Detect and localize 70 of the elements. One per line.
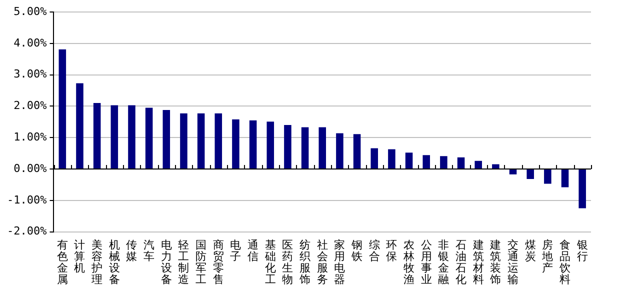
x-tick-label: 传媒: [126, 238, 138, 263]
bar: [370, 148, 378, 168]
x-tick-label: 基础化工: [264, 238, 276, 286]
bar: [422, 155, 430, 168]
bar: [509, 170, 517, 174]
x-tick-label: 轻工制造: [178, 238, 190, 286]
x-tick-label: 农林牧渔: [402, 238, 415, 286]
bar: [561, 170, 569, 188]
bar: [492, 164, 500, 168]
x-tick-label: 机械设备: [108, 238, 120, 286]
x-tick-label: 国防军工: [196, 238, 207, 286]
x-tick-label: 房地产: [541, 238, 554, 275]
x-tick-label: 石油石化: [456, 238, 467, 286]
x-tick-label: 非银金融: [437, 238, 450, 286]
x-tick-label: 银行: [576, 238, 588, 263]
bar: [214, 113, 222, 168]
bar: [110, 105, 118, 168]
x-tick-label: 计算机: [74, 238, 86, 275]
x-tick-label: 钢铁: [350, 238, 363, 263]
bar: [301, 127, 309, 168]
x-tick-label: 纺织服饰: [298, 238, 311, 286]
x-tick-label: 环保: [386, 238, 398, 263]
bar: [318, 127, 326, 168]
x-tick-label: 建筑装饰: [489, 238, 502, 286]
bar: [128, 105, 136, 168]
x-tick-label: 公用事业: [420, 238, 432, 286]
x-tick-label: 医药生物: [282, 238, 294, 286]
x-tick-label: 汽车: [144, 238, 155, 263]
bar: [388, 149, 396, 168]
bar: [93, 103, 101, 168]
bar: [145, 108, 153, 168]
x-tick-label: 煤炭: [524, 238, 536, 263]
bar: [526, 170, 534, 180]
x-tick-label: 综合: [368, 238, 380, 263]
bar: [353, 134, 361, 168]
bar: [405, 152, 413, 168]
x-tick-label: 美容护理: [90, 238, 103, 286]
y-tick-label: 0.00%: [14, 162, 48, 175]
x-tick-label: 有色金属: [56, 238, 68, 286]
x-tick-label: 食品饮料: [558, 238, 571, 286]
bar: [578, 170, 586, 208]
y-tick-label: -2.00%: [6, 224, 48, 238]
x-tick-label: 交通运输: [508, 238, 519, 286]
x-tick-label: 电子: [230, 238, 242, 263]
x-tick-label: 家用电器: [334, 238, 346, 286]
bar: [162, 110, 170, 168]
x-tick-label: 社会服务: [316, 238, 328, 286]
bar: [249, 120, 257, 168]
y-tick-label: 5.00%: [14, 4, 48, 18]
bar: [197, 113, 205, 168]
bar: [336, 133, 344, 168]
y-tick-label: 1.00%: [14, 130, 48, 144]
bar: [180, 113, 188, 168]
bar: [76, 83, 84, 168]
bar: [58, 49, 66, 168]
bar: [440, 156, 448, 168]
bar: [266, 122, 274, 168]
bar: [232, 119, 240, 168]
y-tick-label: 2.00%: [14, 99, 48, 112]
x-tick-label: 商贸零售: [212, 238, 224, 286]
bar: [544, 170, 552, 184]
bar: [457, 157, 465, 168]
x-tick-label: 电力设备: [160, 238, 172, 286]
bar: [474, 160, 482, 168]
y-tick-label: 3.00%: [14, 68, 48, 81]
bar: [284, 125, 292, 168]
y-tick-label: 4.00%: [14, 36, 48, 50]
y-tick-label: -1.00%: [6, 193, 48, 206]
x-tick-label: 通信: [248, 238, 259, 263]
x-tick-label: 建筑材料: [472, 238, 484, 286]
